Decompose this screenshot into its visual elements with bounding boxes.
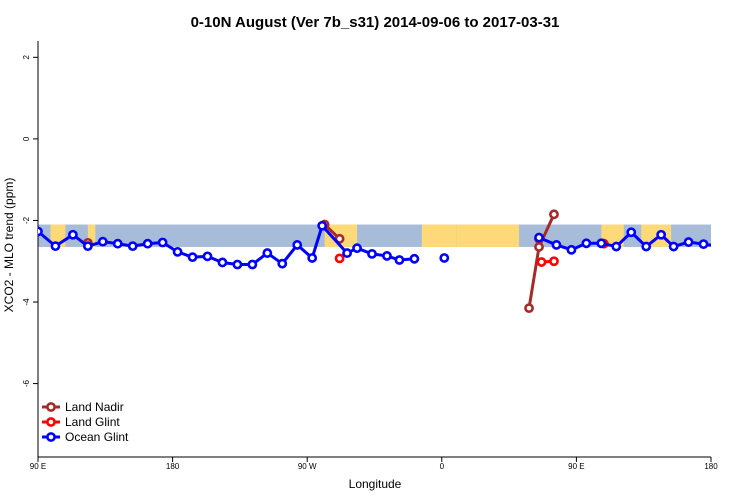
ocean-glint-point <box>551 240 562 250</box>
ocean-glint-point <box>67 229 78 240</box>
x-tick-label: 180 <box>166 462 180 471</box>
ocean-glint-point <box>715 243 722 250</box>
ocean-glint-point <box>382 251 392 261</box>
ocean-glint-point <box>50 241 61 252</box>
ocean-glint-point <box>317 220 328 231</box>
ocean-glint-point <box>596 238 607 249</box>
map-land-region <box>87 224 96 247</box>
ocean-glint-point <box>292 240 303 250</box>
y-tick-label: 0 <box>22 136 31 141</box>
land-glint-point <box>334 253 345 264</box>
ocean-glint-point <box>409 253 420 264</box>
ocean-glint-point <box>656 229 667 240</box>
ocean-glint-point <box>82 241 93 252</box>
ocean-glint-point <box>127 241 138 252</box>
ocean-glint-point <box>534 232 544 243</box>
ocean-glint-point <box>626 227 637 238</box>
y-tick-label: 2 <box>22 55 31 60</box>
ocean-glint-point <box>566 244 577 255</box>
legend-label-land-glint: Land Glint <box>65 415 120 429</box>
series-layer <box>38 209 750 314</box>
ocean-glint-point <box>142 238 153 249</box>
land-nadir-point <box>534 242 544 252</box>
ocean-glint-point <box>367 248 377 259</box>
land-nadir-point <box>524 303 534 314</box>
y-axis-label: XCO2 - MLO trend (ppm) <box>2 178 16 313</box>
x-axis-label: Longitude <box>349 477 402 491</box>
ocean-glint-point <box>157 237 168 248</box>
ocean-glint-point <box>745 239 750 246</box>
y-tick-label: -2 <box>22 216 31 224</box>
ocean-glint-point <box>247 259 258 270</box>
x-tick-label: 180 <box>704 462 718 471</box>
map-land-region <box>456 224 520 247</box>
ocean-glint-point <box>307 253 318 263</box>
land-nadir-point <box>549 209 559 220</box>
ocean-glint-point <box>187 252 198 263</box>
ocean-glint-point <box>581 238 592 249</box>
legend-marker-land-glint <box>46 417 56 427</box>
ocean-glint-point <box>342 248 352 258</box>
ocean-glint-point <box>394 255 405 265</box>
ocean-glint-point <box>38 226 43 237</box>
ocean-glint-point <box>97 236 108 247</box>
x-tick-label: 0 <box>440 462 445 471</box>
ocean-glint-point <box>277 258 288 269</box>
ocean-glint-point <box>112 238 123 249</box>
map-land-region <box>421 224 457 247</box>
chart-title: 0-10N August (Ver 7b_s31) 2014-09-06 to … <box>191 14 560 31</box>
ocean-glint-point <box>217 257 228 268</box>
ocean-glint-point <box>262 248 273 258</box>
ocean-glint-point <box>352 243 362 254</box>
x-tick-label: 90 E <box>568 462 584 471</box>
land-glint-point <box>536 257 547 267</box>
map-land-region <box>641 224 672 247</box>
x-tick-label: 90 W <box>298 462 317 471</box>
y-tick-label: -4 <box>22 298 31 306</box>
legend-marker-land-nadir <box>46 402 56 412</box>
ocean-glint-point <box>730 241 737 248</box>
ocean-glint-point <box>439 253 450 263</box>
x-tick-label: 90 E <box>30 462 46 471</box>
ocean-glint-point <box>698 239 709 250</box>
legend-label-land-nadir: Land Nadir <box>65 400 124 414</box>
plot-area: 90 E 180 90 W 0 90 E 180 2 0 -2 -4 -6 Land NadirLan… <box>22 41 750 471</box>
ocean-glint-point <box>232 259 243 270</box>
ocean-glint-point <box>641 241 652 252</box>
land-glint-point <box>549 256 559 267</box>
y-tick-label: -6 <box>22 379 31 387</box>
ocean-glint-point <box>683 237 694 247</box>
ocean-glint-point <box>611 241 622 252</box>
ocean-glint-point <box>172 246 183 257</box>
legend-marker-ocean-glint <box>46 432 56 442</box>
ocean-glint-point <box>202 251 213 262</box>
legend-label-ocean-glint: Ocean Glint <box>65 430 129 444</box>
ocean-glint-point <box>668 241 679 252</box>
